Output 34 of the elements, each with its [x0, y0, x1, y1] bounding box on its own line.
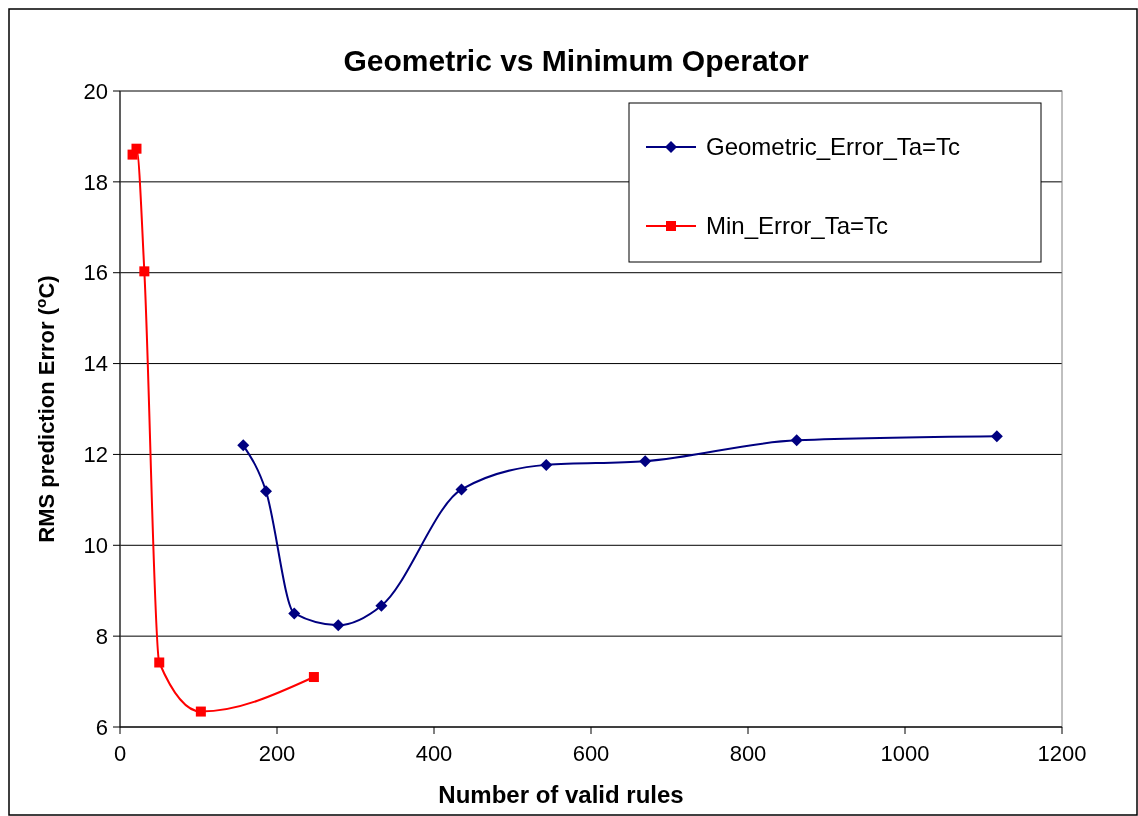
point [288, 607, 301, 620]
point [990, 430, 1003, 443]
point [260, 485, 273, 498]
chart-title: Geometric vs Minimum Operator [343, 44, 809, 77]
y-tick-label: 12 [83, 442, 108, 468]
point [455, 483, 468, 496]
legend-label: Geometric_Error_Ta=Tc [706, 133, 961, 161]
y-tick-label: 20 [83, 78, 108, 104]
x-tick-label: 1200 [1037, 741, 1087, 766]
y-tick-label: 6 [95, 714, 108, 740]
y-tick-label: 18 [83, 169, 108, 195]
y-tick-label: 8 [95, 623, 108, 649]
point [375, 599, 388, 612]
point [790, 434, 803, 447]
y-tick-label: 16 [83, 260, 108, 286]
legend-label: Min_Error_Ta=Tc [706, 212, 889, 240]
point [332, 619, 345, 632]
x-tick-label: 800 [729, 741, 767, 766]
y-tick-label: 14 [83, 351, 108, 377]
x-tick-label: 200 [258, 741, 296, 766]
point [154, 657, 165, 668]
x-tick-label: 0 [113, 741, 127, 766]
x-axis-title: Number of valid rules [438, 781, 684, 808]
point [195, 706, 206, 717]
x-tick-label: 1000 [880, 741, 930, 766]
point [237, 439, 250, 452]
x-tick-label: 400 [415, 741, 453, 766]
x-tick-label: 600 [572, 741, 610, 766]
point [540, 458, 553, 471]
point [639, 455, 652, 468]
y-tick-label: 10 [83, 532, 108, 558]
point [131, 143, 142, 154]
point [308, 672, 319, 683]
point [139, 266, 150, 277]
